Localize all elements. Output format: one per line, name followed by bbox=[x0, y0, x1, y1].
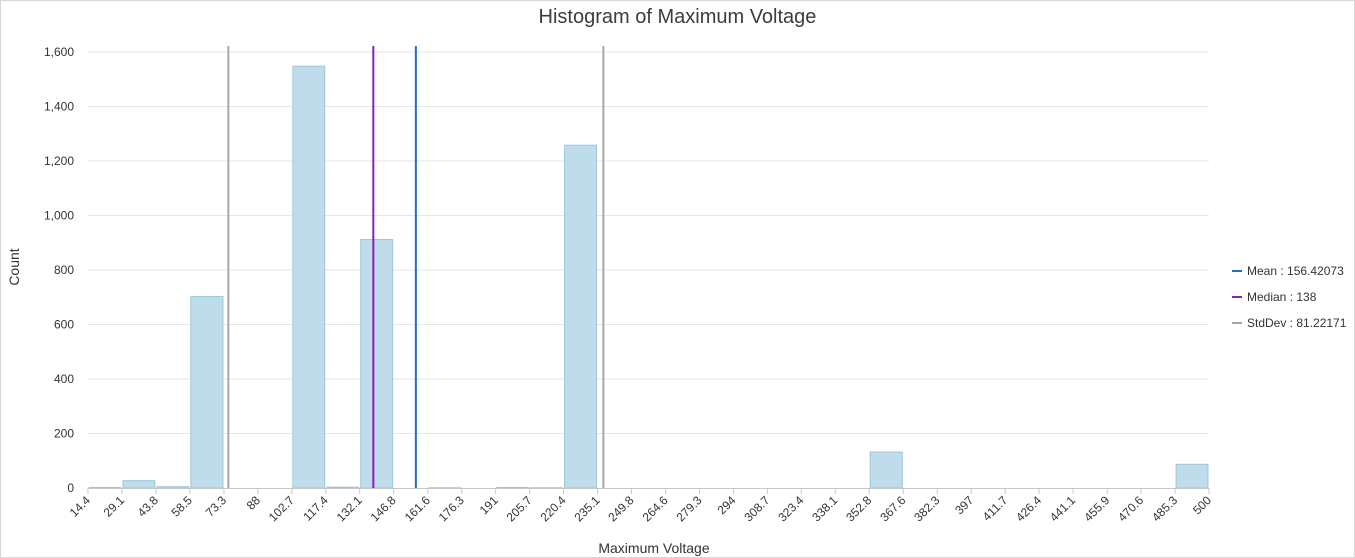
histogram-bar bbox=[496, 486, 530, 489]
legend-item-mean[interactable]: Mean : 156.42073 bbox=[1232, 263, 1346, 279]
x-tick-label: 14.4 bbox=[67, 493, 94, 520]
legend: Mean : 156.42073 Median : 138 StdDev : 81.… bbox=[1232, 263, 1346, 341]
legend-label: StdDev : 81.22171 bbox=[1247, 316, 1347, 330]
legend-swatch bbox=[1232, 270, 1242, 272]
histogram-bar bbox=[326, 486, 360, 489]
x-tick-label: 485.3 bbox=[1149, 493, 1180, 524]
x-tick-label: 73.3 bbox=[203, 493, 230, 520]
legend-swatch bbox=[1232, 322, 1242, 324]
legend-item-median[interactable]: Median : 138 bbox=[1232, 289, 1346, 305]
histogram-bar bbox=[360, 238, 394, 489]
x-tick-label: 249.8 bbox=[605, 493, 636, 524]
x-tick-label: 176.3 bbox=[436, 493, 467, 524]
histogram-bar bbox=[564, 144, 597, 489]
x-tick-label: 500 bbox=[1190, 493, 1214, 517]
x-tick-label: 117.4 bbox=[300, 493, 331, 524]
x-tick-label: 397 bbox=[952, 493, 976, 517]
x-tick-label: 338.1 bbox=[809, 493, 840, 524]
y-tick-label: 200 bbox=[54, 427, 74, 441]
histogram-bar bbox=[869, 451, 903, 489]
y-tick-label: 1,400 bbox=[44, 100, 74, 114]
x-tick-label: 455.9 bbox=[1081, 493, 1112, 524]
x-tick-label: 367.6 bbox=[877, 493, 908, 524]
histogram-bar bbox=[1175, 463, 1209, 489]
legend-swatch bbox=[1232, 296, 1242, 298]
y-tick-label: 600 bbox=[54, 318, 74, 332]
x-tick-label: 88 bbox=[244, 493, 264, 513]
y-tick-label: 0 bbox=[67, 481, 74, 495]
x-tick-label: 411.7 bbox=[980, 493, 1011, 524]
y-tick-label: 1,200 bbox=[44, 154, 74, 168]
x-tick-label: 220.4 bbox=[538, 493, 569, 524]
x-axis-label: Maximum Voltage bbox=[598, 540, 710, 556]
x-tick-label: 441.1 bbox=[1047, 493, 1078, 524]
x-tick-label: 323.4 bbox=[775, 493, 806, 524]
y-tick-label: 1,000 bbox=[44, 209, 74, 223]
x-tick-label: 43.8 bbox=[135, 493, 162, 520]
x-tick-label: 161.6 bbox=[402, 493, 433, 524]
x-tick-label: 132.1 bbox=[334, 493, 365, 524]
legend-label: Median : 138 bbox=[1247, 290, 1317, 304]
x-tick-label: 279.3 bbox=[674, 493, 705, 524]
legend-item-stddev[interactable]: StdDev : 81.22171 bbox=[1232, 315, 1346, 331]
y-tick-label: 800 bbox=[54, 263, 74, 277]
x-tick-label: 58.5 bbox=[169, 493, 196, 520]
y-tick-label: 400 bbox=[54, 372, 74, 386]
histogram-bar bbox=[156, 486, 190, 489]
histogram-bar bbox=[292, 65, 326, 489]
histogram-bar bbox=[88, 486, 122, 489]
x-tick-label: 29.1 bbox=[101, 493, 128, 520]
x-tick-label: 205.7 bbox=[504, 493, 535, 524]
x-tick-label: 146.8 bbox=[368, 493, 399, 524]
x-tick-label: 426.4 bbox=[1013, 493, 1044, 524]
histogram-bar bbox=[190, 295, 224, 489]
y-tick-label: 1,600 bbox=[44, 45, 74, 59]
x-tick-label: 308.7 bbox=[741, 493, 772, 524]
chart-title: Histogram of Maximum Voltage bbox=[538, 6, 817, 28]
x-tick-label: 191 bbox=[477, 493, 501, 517]
histogram-bar bbox=[122, 480, 156, 489]
x-tick-label: 382.3 bbox=[911, 493, 942, 524]
x-tick-label: 470.6 bbox=[1115, 493, 1146, 524]
x-tick-label: 294 bbox=[715, 493, 739, 517]
x-tick-label: 264.6 bbox=[640, 493, 671, 524]
legend-label: Mean : 156.42073 bbox=[1247, 264, 1344, 278]
x-tick-label: 102.7 bbox=[266, 493, 297, 524]
x-tick-label: 235.1 bbox=[571, 493, 602, 524]
x-tick-label: 352.8 bbox=[843, 493, 874, 524]
